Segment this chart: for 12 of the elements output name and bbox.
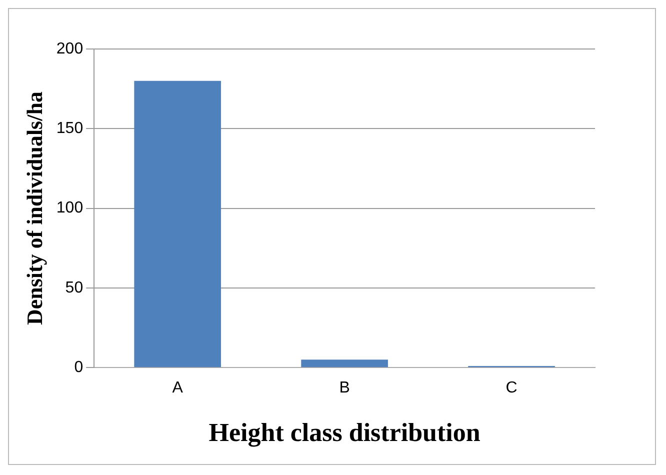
y-tick-label: 100 [56, 200, 84, 217]
y-tick-label: 0 [74, 359, 84, 376]
x-axis-title: Height class distribution [208, 418, 481, 448]
bar [301, 360, 388, 368]
x-tick-label: C [506, 380, 518, 397]
y-axis-title: Density of individuals/ha [22, 92, 47, 326]
y-tick-label: 50 [65, 279, 84, 296]
y-tick-label: 150 [56, 120, 84, 138]
bar [134, 80, 221, 368]
y-tick-label: 200 [56, 40, 84, 58]
x-tick-label: A [172, 380, 184, 397]
x-tick-label: B [339, 380, 350, 397]
